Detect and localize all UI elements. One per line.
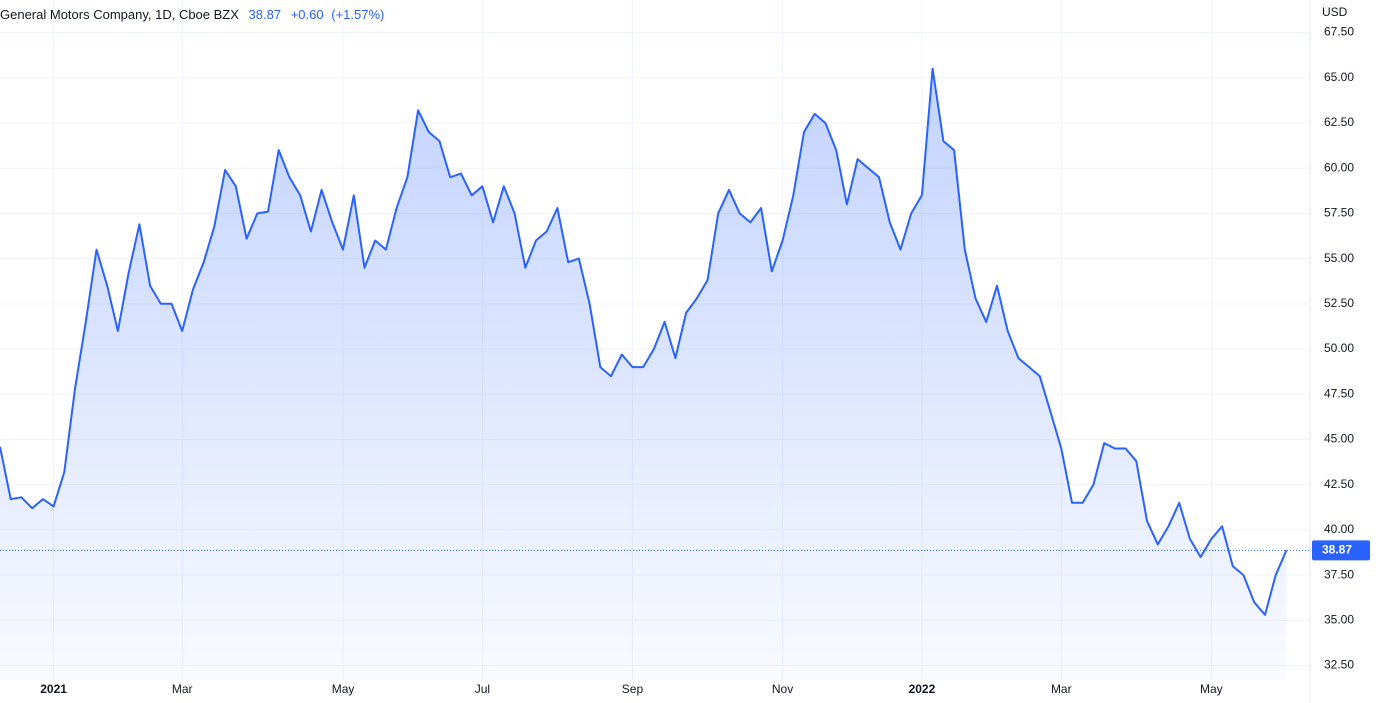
x-tick-label: Jul	[475, 682, 490, 696]
y-tick-label: 62.50	[1324, 115, 1354, 129]
y-tick-label: 37.50	[1324, 567, 1354, 581]
x-tick-label: 2021	[40, 682, 67, 696]
y-tick-label: 35.00	[1324, 612, 1354, 626]
price-line	[0, 67, 1288, 616]
x-tick-label: May	[332, 682, 355, 696]
y-tick-label: 50.00	[1324, 341, 1354, 355]
area-fill	[0, 68, 1287, 680]
change: +0.60	[291, 7, 324, 22]
header: General Motors Company, 1D, Cboe BZX 38.…	[0, 7, 384, 22]
last-price-label: 38.87	[1322, 543, 1352, 557]
x-tick-label: Mar	[172, 682, 193, 696]
chart-title: General Motors Company, 1D, Cboe BZX	[0, 7, 239, 22]
y-tick-label: 32.50	[1324, 658, 1354, 672]
y-tick-label: 65.00	[1324, 70, 1354, 84]
y-tick-label: 60.00	[1324, 160, 1354, 174]
plot	[0, 67, 1310, 680]
x-tick-label: Nov	[772, 682, 793, 696]
axes: 67.50 65.00 62.50 60.00 57.50 55.00 52.50 50.00…	[40, 25, 1370, 696]
y-tick-label: 52.50	[1324, 296, 1354, 310]
currency-label: USD	[1322, 5, 1348, 19]
x-tick-label: 2022	[909, 682, 936, 696]
x-tick-label: May	[1200, 682, 1223, 696]
last-price: 38.87	[249, 7, 282, 22]
y-tick-label: 55.00	[1324, 251, 1354, 265]
y-tick-label: 40.00	[1324, 522, 1354, 536]
last-price-box	[1312, 540, 1370, 561]
y-tick-label: 57.50	[1324, 206, 1354, 220]
y-tick-label: 45.00	[1324, 432, 1354, 446]
change-percent: (+1.57%)	[331, 7, 384, 22]
x-tick-label: Sep	[622, 682, 644, 696]
y-tick-label: 47.50	[1324, 386, 1354, 400]
y-tick-label: 67.50	[1324, 25, 1354, 39]
x-tick-label: Mar	[1051, 682, 1072, 696]
y-tick-label: 42.50	[1324, 477, 1354, 491]
